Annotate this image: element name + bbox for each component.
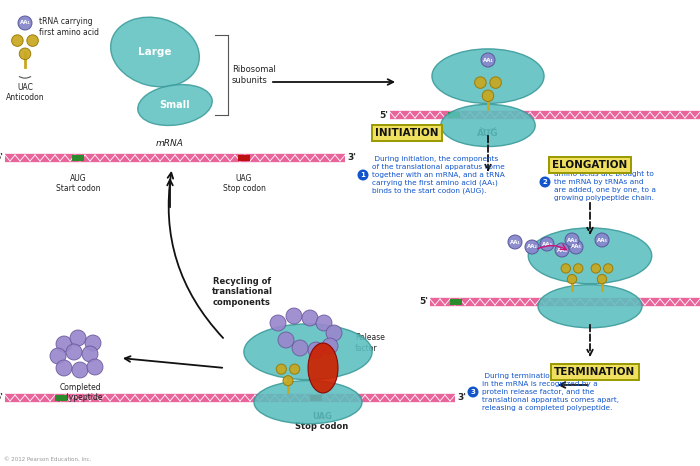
Text: AA₁: AA₁ xyxy=(482,57,493,62)
Text: AA₁: AA₁ xyxy=(20,21,30,26)
Circle shape xyxy=(56,336,72,352)
Text: 5': 5' xyxy=(0,393,3,403)
Ellipse shape xyxy=(482,90,493,102)
Text: AA₁: AA₁ xyxy=(510,240,520,245)
Text: 5': 5' xyxy=(0,153,3,163)
Ellipse shape xyxy=(308,343,338,393)
Ellipse shape xyxy=(567,274,577,284)
Ellipse shape xyxy=(283,376,293,386)
Ellipse shape xyxy=(290,364,300,374)
Text: 3': 3' xyxy=(347,153,356,163)
Ellipse shape xyxy=(591,264,601,273)
Circle shape xyxy=(286,308,302,324)
Text: Large: Large xyxy=(139,47,172,57)
Text: 5': 5' xyxy=(419,297,428,307)
Bar xyxy=(450,299,462,305)
Circle shape xyxy=(358,170,368,180)
Ellipse shape xyxy=(528,228,652,284)
Circle shape xyxy=(18,16,32,30)
Circle shape xyxy=(56,360,72,376)
Text: 3: 3 xyxy=(470,389,475,395)
Ellipse shape xyxy=(490,77,501,89)
Ellipse shape xyxy=(244,324,372,380)
Bar xyxy=(55,395,67,401)
Text: During initiation, the components
of the translational apparatus come
together w: During initiation, the components of the… xyxy=(372,156,505,194)
Text: During elongation,
amino acids are brought to
the mRNA by tRNAs and
are added, o: During elongation, amino acids are broug… xyxy=(554,163,656,201)
Text: tRNA carrying
first amino acid: tRNA carrying first amino acid xyxy=(39,17,99,37)
Ellipse shape xyxy=(597,274,607,284)
Text: Recycling of
translational
components: Recycling of translational components xyxy=(211,277,272,307)
Text: AA₅: AA₅ xyxy=(570,245,582,249)
Text: INITIATION: INITIATION xyxy=(375,128,439,138)
Ellipse shape xyxy=(603,264,613,273)
Circle shape xyxy=(82,346,98,362)
Text: AUG: AUG xyxy=(477,129,498,138)
Circle shape xyxy=(302,310,318,326)
Ellipse shape xyxy=(276,364,286,374)
Ellipse shape xyxy=(12,35,23,46)
Text: AUG
Start codon: AUG Start codon xyxy=(56,174,100,193)
Text: Completed
polypeptide: Completed polypeptide xyxy=(57,383,103,403)
Circle shape xyxy=(316,315,332,331)
Circle shape xyxy=(72,362,88,378)
Circle shape xyxy=(569,240,583,254)
Circle shape xyxy=(66,344,82,360)
Text: Release
factor: Release factor xyxy=(355,333,385,353)
Text: mRNA: mRNA xyxy=(156,139,184,148)
Text: TERMINATION: TERMINATION xyxy=(554,367,636,377)
Ellipse shape xyxy=(138,84,212,125)
Text: 5': 5' xyxy=(379,110,388,119)
Text: UAG
Stop codon: UAG Stop codon xyxy=(223,174,265,193)
Circle shape xyxy=(565,233,579,247)
Circle shape xyxy=(70,330,86,346)
Ellipse shape xyxy=(432,49,544,103)
Text: ELONGATION: ELONGATION xyxy=(552,160,628,170)
Bar xyxy=(448,112,460,118)
Circle shape xyxy=(87,359,103,375)
Circle shape xyxy=(468,386,479,397)
Circle shape xyxy=(555,243,569,257)
Text: Ribosomal
subunits: Ribosomal subunits xyxy=(232,65,276,85)
Ellipse shape xyxy=(573,264,583,273)
Circle shape xyxy=(278,332,294,348)
Ellipse shape xyxy=(538,285,642,328)
Ellipse shape xyxy=(561,264,570,273)
Text: AA₄: AA₄ xyxy=(556,247,568,253)
Text: UAC
Anticodon: UAC Anticodon xyxy=(6,83,44,103)
Ellipse shape xyxy=(441,104,536,147)
Circle shape xyxy=(270,315,286,331)
Text: 1: 1 xyxy=(360,172,365,178)
Text: 2: 2 xyxy=(542,179,547,185)
Circle shape xyxy=(540,177,550,187)
Text: AA₃: AA₃ xyxy=(542,241,552,247)
Circle shape xyxy=(85,335,101,351)
Text: During termination, a stop codon
in the mRNA is recognized by a
protein release : During termination, a stop codon in the … xyxy=(482,373,619,411)
Ellipse shape xyxy=(19,48,31,60)
Circle shape xyxy=(508,235,522,249)
Circle shape xyxy=(50,348,66,364)
Circle shape xyxy=(481,53,495,67)
Text: AA₅: AA₅ xyxy=(596,238,608,242)
Text: UAG
Stop codon: UAG Stop codon xyxy=(295,412,349,432)
Text: Small: Small xyxy=(160,100,190,110)
Bar xyxy=(238,155,250,161)
Ellipse shape xyxy=(475,77,486,89)
Bar xyxy=(72,155,84,161)
Ellipse shape xyxy=(111,17,199,87)
Circle shape xyxy=(292,340,308,356)
Text: AA₂: AA₂ xyxy=(526,245,538,249)
Ellipse shape xyxy=(254,381,362,424)
Text: © 2012 Pearson Education, Inc.: © 2012 Pearson Education, Inc. xyxy=(4,457,92,462)
Circle shape xyxy=(595,233,609,247)
Circle shape xyxy=(322,338,338,354)
Text: AA₄: AA₄ xyxy=(566,238,578,242)
Bar xyxy=(310,395,322,401)
Ellipse shape xyxy=(27,35,38,46)
Circle shape xyxy=(326,325,342,341)
Circle shape xyxy=(308,342,324,358)
Circle shape xyxy=(540,237,554,251)
Circle shape xyxy=(525,240,539,254)
Text: 3': 3' xyxy=(457,393,466,403)
